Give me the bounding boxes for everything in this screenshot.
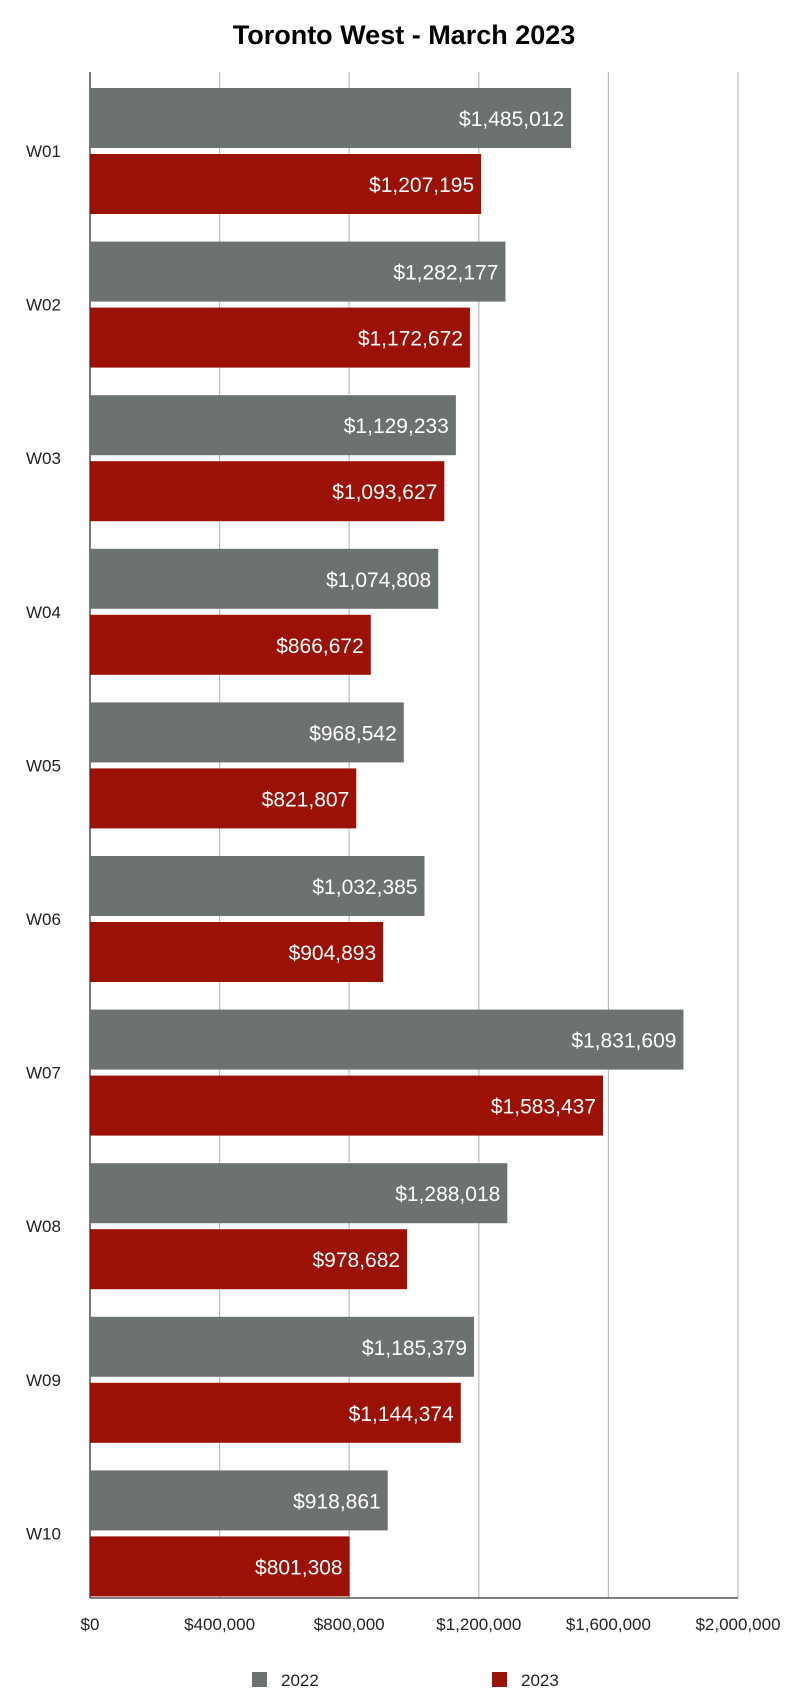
bar-2023-W05: [90, 768, 357, 829]
data-label-2022-W02: $1,282,177: [393, 262, 498, 285]
bar-2022-W03: [90, 395, 456, 456]
data-label-2023-W10: $801,308: [255, 1556, 343, 1579]
x-tick-label: $1,600,000: [566, 1615, 651, 1634]
data-label-2022-W10: $918,861: [293, 1490, 381, 1513]
category-label-W02: W02: [26, 296, 61, 315]
data-label-2022-W09: $1,185,379: [362, 1337, 467, 1360]
data-label-2023-W04: $866,672: [276, 635, 364, 658]
x-tick-label: $2,000,000: [695, 1615, 780, 1634]
bar-2023-W06: [90, 922, 384, 982]
x-tick-label: $800,000: [314, 1615, 385, 1634]
legend: 2022 2023: [252, 1671, 559, 1690]
data-label-2023-W05: $821,807: [262, 788, 350, 811]
bars-group: [90, 88, 684, 1597]
bar-2023-W02: [90, 307, 470, 368]
bar-2022-W04: [90, 548, 439, 609]
bar-2022-W02: [90, 241, 506, 302]
data-label-2022-W04: $1,074,808: [326, 569, 431, 592]
category-label-W07: W07: [26, 1064, 61, 1083]
bar-2022-W07: [90, 1009, 684, 1070]
x-axis-tick-labels: $0 $400,000 $800,000 $1,200,000 $1,600,000 $2…: [81, 1615, 781, 1634]
data-label-2022-W05: $968,542: [309, 722, 397, 745]
data-label-2023-W09: $1,144,374: [349, 1403, 454, 1426]
legend-label-2023: 2023: [521, 1671, 559, 1690]
category-label-W04: W04: [26, 603, 61, 622]
bar-2022-W08: [90, 1163, 508, 1224]
data-label-2022-W06: $1,032,385: [312, 876, 417, 899]
data-label-2023-W03: $1,093,627: [332, 481, 437, 504]
bar-2023-W07: [90, 1075, 604, 1136]
data-labels-group: $1,485,012 $1,207,195 $1,282,177 $1,172,672…: [255, 108, 676, 1579]
data-label-2023-W06: $904,893: [289, 942, 377, 965]
x-tick-label: $400,000: [184, 1615, 255, 1634]
bar-2022-W06: [90, 856, 425, 916]
category-label-W08: W08: [26, 1217, 61, 1236]
x-tick-label: $1,200,000: [436, 1615, 521, 1634]
bar-2023-W09: [90, 1382, 461, 1443]
data-label-2022-W07: $1,831,609: [571, 1030, 676, 1053]
data-label-2022-W08: $1,288,018: [395, 1183, 500, 1206]
bar-2023-W01: [90, 154, 482, 214]
category-label-W10: W10: [26, 1524, 61, 1543]
data-label-2023-W07: $1,583,437: [491, 1096, 596, 1119]
category-labels-group: W01 W02 W03 W04 W05 W06 W07 W08 W09 W10: [26, 142, 61, 1543]
category-label-W06: W06: [26, 910, 61, 929]
data-label-2022-W03: $1,129,233: [344, 415, 449, 438]
category-label-W01: W01: [26, 142, 61, 161]
bar-2022-W09: [90, 1316, 475, 1377]
bar-2022-W10: [90, 1470, 388, 1531]
category-label-W03: W03: [26, 449, 61, 468]
data-label-2023-W01: $1,207,195: [369, 174, 474, 197]
category-label-W09: W09: [26, 1371, 61, 1390]
x-tick-label: $0: [81, 1615, 100, 1634]
legend-swatch-2023: [492, 1672, 507, 1687]
legend-label-2022: 2022: [281, 1671, 319, 1690]
chart-title: Toronto West - March 2023: [233, 20, 576, 50]
bar-2023-W03: [90, 461, 445, 522]
legend-swatch-2022: [252, 1672, 267, 1687]
bar-2023-W08: [90, 1229, 408, 1290]
category-label-W05: W05: [26, 756, 61, 775]
bar-2022-W01: [90, 88, 572, 148]
bar-2022-W05: [90, 702, 404, 763]
data-label-2023-W08: $978,682: [312, 1249, 400, 1272]
data-label-2023-W02: $1,172,672: [358, 328, 463, 351]
bar-2023-W10: [90, 1536, 350, 1597]
data-label-2022-W01: $1,485,012: [459, 108, 564, 131]
bar-2023-W04: [90, 614, 371, 675]
